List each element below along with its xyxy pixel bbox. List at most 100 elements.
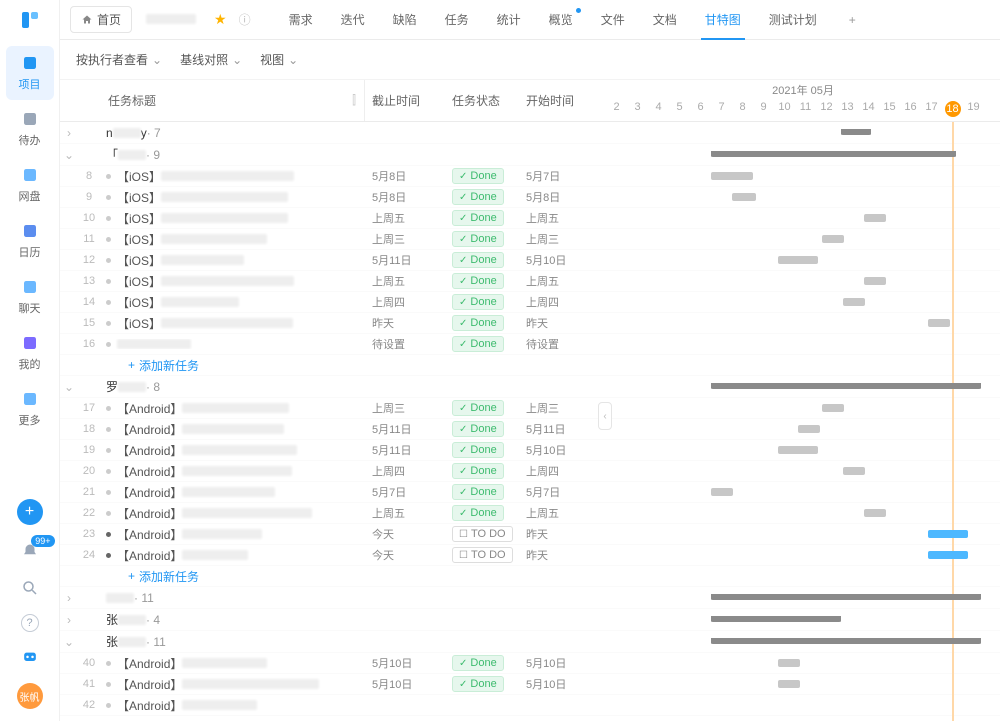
- gantt-cell[interactable]: [606, 461, 1000, 482]
- gantt-cell[interactable]: [606, 166, 1000, 187]
- due-cell[interactable]: 上周五: [372, 210, 452, 226]
- start-cell[interactable]: 上周四: [526, 294, 606, 310]
- gantt-bar[interactable]: [864, 277, 886, 285]
- status-cell[interactable]: Done: [452, 315, 526, 332]
- status-cell[interactable]: Done: [452, 294, 526, 311]
- gantt-bar[interactable]: [732, 193, 756, 201]
- avatar[interactable]: 张帆: [17, 683, 43, 709]
- timeline-day[interactable]: 17: [921, 101, 942, 117]
- status-cell[interactable]: TO DO: [452, 526, 526, 543]
- gantt-cell[interactable]: [606, 695, 1000, 716]
- project-name[interactable]: [136, 9, 206, 31]
- gantt-cell[interactable]: [606, 229, 1000, 250]
- notification-icon[interactable]: [17, 539, 43, 565]
- gantt-cell[interactable]: [606, 631, 1000, 652]
- start-cell[interactable]: 上周四: [526, 463, 606, 479]
- gantt-collapse-button[interactable]: ‹: [598, 402, 612, 430]
- filter-icon[interactable]: ⫿: [352, 93, 356, 108]
- status-cell[interactable]: Done: [452, 655, 526, 672]
- col-start[interactable]: 开始时间: [526, 80, 606, 121]
- gantt-cell[interactable]: [606, 440, 1000, 461]
- gantt-bar[interactable]: [822, 404, 844, 412]
- tab-概览[interactable]: 概览: [535, 0, 587, 40]
- due-cell[interactable]: 上周四: [372, 294, 452, 310]
- gantt-cell[interactable]: [606, 503, 1000, 524]
- status-cell[interactable]: Done: [452, 484, 526, 501]
- group-row[interactable]: ⌄「 · 9: [60, 144, 1000, 166]
- col-due[interactable]: 截止时间: [372, 80, 452, 121]
- timeline-day[interactable]: 12: [816, 101, 837, 117]
- gantt-cell[interactable]: [606, 653, 1000, 674]
- expand-icon[interactable]: ›: [60, 591, 78, 605]
- task-row[interactable]: 42【Android】: [60, 695, 1000, 716]
- timeline-day[interactable]: 18: [945, 101, 961, 117]
- status-cell[interactable]: Done: [452, 442, 526, 459]
- status-cell[interactable]: Done: [452, 421, 526, 438]
- task-row[interactable]: 23【Android】今天TO DO昨天: [60, 524, 1000, 545]
- task-row[interactable]: 8【iOS】5月8日Done5月7日: [60, 166, 1000, 187]
- gantt-bar[interactable]: [778, 446, 818, 454]
- gantt-bar[interactable]: [711, 488, 733, 496]
- search-icon[interactable]: [21, 579, 39, 600]
- start-cell[interactable]: 昨天: [526, 315, 606, 331]
- status-cell[interactable]: Done: [452, 252, 526, 269]
- task-title[interactable]: [100, 339, 364, 349]
- due-cell[interactable]: 上周四: [372, 463, 452, 479]
- gantt-bar[interactable]: [928, 319, 950, 327]
- start-cell[interactable]: 5月7日: [526, 484, 606, 500]
- task-title[interactable]: 【iOS】: [100, 252, 364, 269]
- tab-文档[interactable]: 文档: [639, 0, 691, 40]
- due-cell[interactable]: 上周五: [372, 273, 452, 289]
- gantt-cell[interactable]: [606, 398, 1000, 419]
- gantt-bar[interactable]: [864, 214, 886, 222]
- due-cell[interactable]: 今天: [372, 547, 452, 563]
- tab-缺陷[interactable]: 缺陷: [379, 0, 431, 40]
- view-select[interactable]: 视图⌄: [260, 51, 298, 68]
- task-title[interactable]: 【iOS】: [100, 210, 364, 227]
- gantt-bar[interactable]: [711, 383, 981, 389]
- group-row[interactable]: ›ny · 7: [60, 122, 1000, 144]
- status-cell[interactable]: Done: [452, 505, 526, 522]
- task-row[interactable]: 22【Android】上周五Done上周五: [60, 503, 1000, 524]
- task-title[interactable]: 【iOS】: [100, 294, 364, 311]
- start-cell[interactable]: 5月10日: [526, 676, 606, 692]
- gantt-cell[interactable]: [606, 609, 1000, 630]
- tab-文件[interactable]: 文件: [587, 0, 639, 40]
- expand-icon[interactable]: ⌄: [60, 380, 78, 394]
- rail-item-project[interactable]: 项目: [6, 46, 54, 100]
- gantt-cell[interactable]: [606, 187, 1000, 208]
- task-title[interactable]: 【Android】: [100, 463, 364, 480]
- gantt-cell[interactable]: [606, 674, 1000, 695]
- start-cell[interactable]: 上周五: [526, 273, 606, 289]
- filter-by-assignee[interactable]: 按执行者查看⌄: [76, 51, 162, 68]
- gantt-bar[interactable]: [711, 594, 981, 600]
- gantt-bar[interactable]: [928, 530, 968, 538]
- start-cell[interactable]: 5月10日: [526, 252, 606, 268]
- gantt-bar[interactable]: [778, 680, 800, 688]
- task-row[interactable]: 20【Android】上周四Done上周四: [60, 461, 1000, 482]
- start-cell[interactable]: 上周三: [526, 231, 606, 247]
- tab-测试计划[interactable]: 测试计划: [755, 0, 831, 40]
- task-title[interactable]: 张 · 11: [100, 633, 364, 650]
- gantt-bar[interactable]: [711, 151, 956, 157]
- timeline-day[interactable]: 13: [837, 101, 858, 117]
- task-title[interactable]: 【Android】: [100, 421, 364, 438]
- task-row[interactable]: 9【iOS】5月8日Done5月8日: [60, 187, 1000, 208]
- task-title[interactable]: 罗 · 8: [100, 378, 364, 395]
- status-cell[interactable]: Done: [452, 231, 526, 248]
- due-cell[interactable]: 上周五: [372, 505, 452, 521]
- rail-item-mine[interactable]: 我的: [6, 326, 54, 380]
- timeline-day[interactable]: 16: [900, 101, 921, 117]
- start-cell[interactable]: 5月10日: [526, 655, 606, 671]
- rail-item-chat[interactable]: 聊天: [6, 270, 54, 324]
- status-cell[interactable]: Done: [452, 273, 526, 290]
- timeline-day[interactable]: 19: [963, 101, 984, 117]
- task-row[interactable]: 40【Android】5月10日Done5月10日: [60, 653, 1000, 674]
- gantt-cell[interactable]: [606, 334, 1000, 355]
- add-task-button[interactable]: 添加新任务: [100, 566, 199, 587]
- task-row[interactable]: 11【iOS】上周三Done上周三: [60, 229, 1000, 250]
- task-title[interactable]: 【Android】: [100, 484, 364, 501]
- gantt-bar[interactable]: [843, 298, 865, 306]
- due-cell[interactable]: 上周三: [372, 400, 452, 416]
- gantt-cell[interactable]: [606, 376, 1000, 397]
